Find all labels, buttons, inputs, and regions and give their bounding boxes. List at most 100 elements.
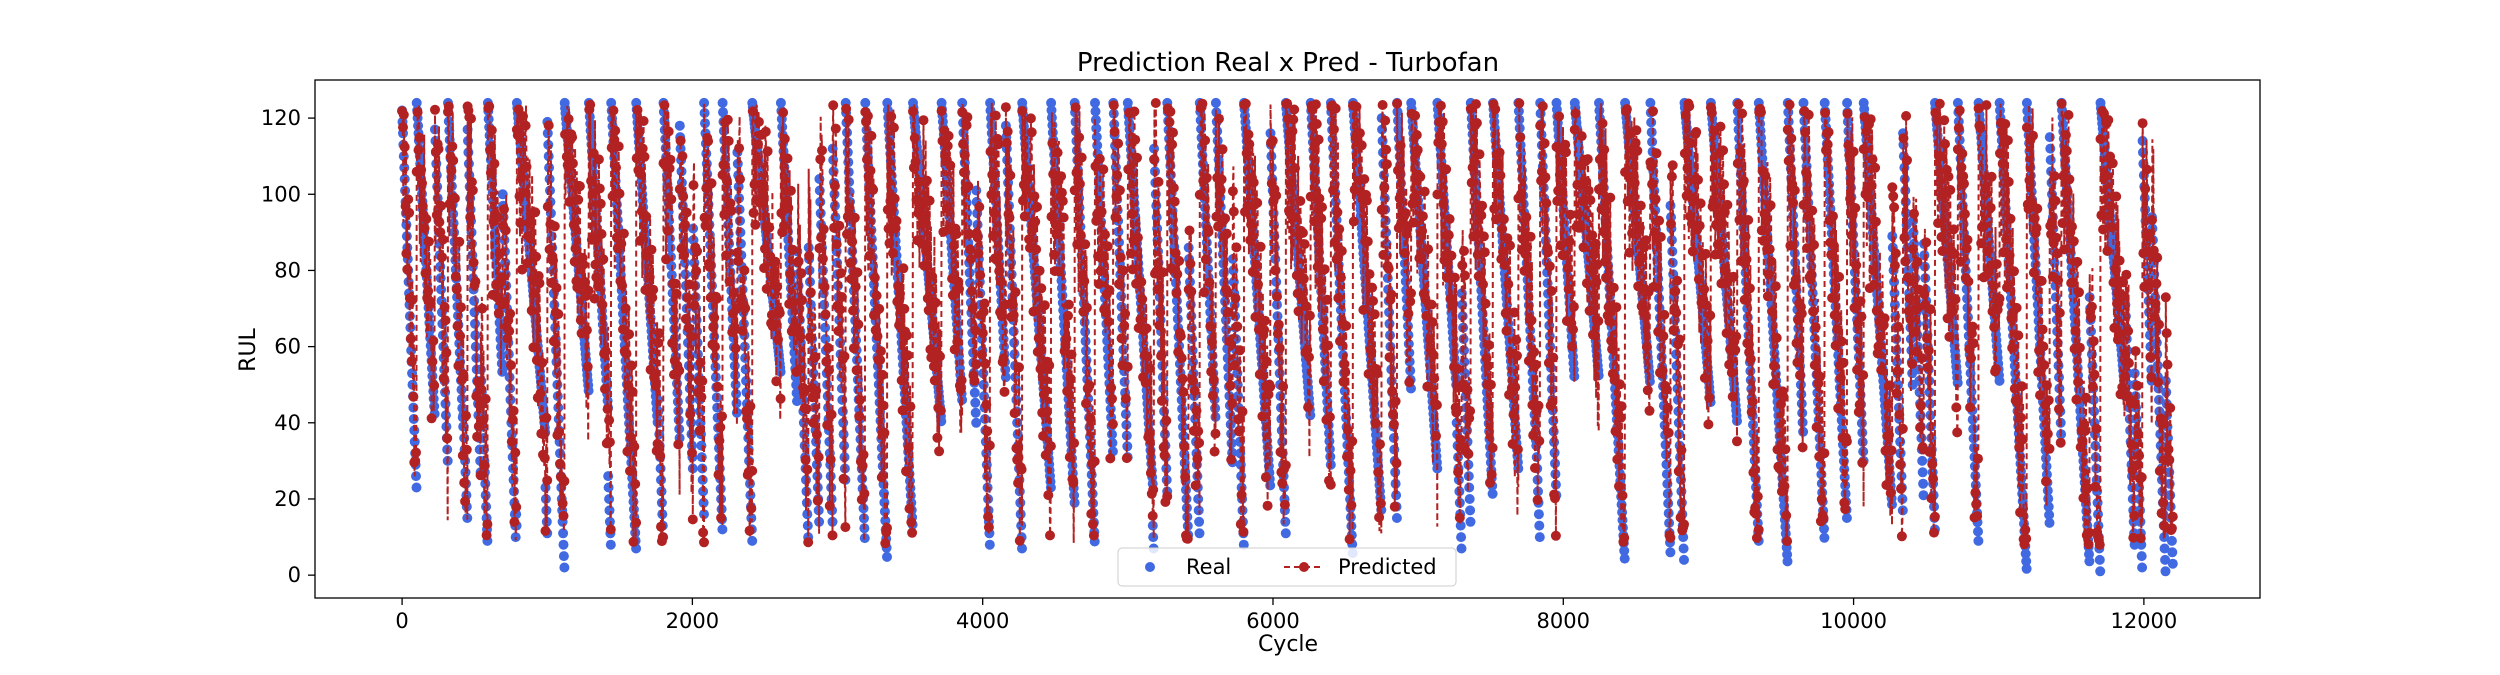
point-predicted (824, 365, 834, 376)
point-predicted (639, 151, 650, 162)
point-predicted (436, 200, 447, 211)
point-predicted (733, 256, 744, 267)
point-predicted (984, 440, 995, 451)
point-predicted (539, 453, 550, 463)
point-predicted (1043, 490, 1054, 501)
point-predicted (1071, 167, 1082, 178)
point-real (1280, 516, 1291, 527)
point-predicted (441, 347, 452, 358)
point-predicted (785, 269, 796, 280)
point-predicted (1019, 211, 1030, 222)
point-real (1092, 140, 1103, 151)
point-predicted (924, 195, 935, 206)
point-predicted (862, 111, 873, 121)
point-predicted (774, 308, 785, 318)
point-real (2167, 547, 2178, 558)
point-predicted (531, 251, 542, 262)
point-predicted (1109, 126, 1120, 137)
point-predicted (573, 194, 584, 205)
point-predicted (854, 411, 865, 422)
point-predicted (1142, 351, 1153, 362)
point-predicted (434, 217, 445, 228)
point-predicted (902, 350, 913, 361)
point-predicted (626, 360, 637, 371)
point-predicted (1069, 438, 1080, 449)
point-predicted (404, 207, 415, 218)
point-predicted (448, 155, 459, 166)
point-real (1464, 482, 1475, 493)
point-predicted (794, 364, 805, 375)
point-predicted (817, 145, 827, 156)
point-predicted (1141, 323, 1152, 334)
point-predicted (999, 386, 1010, 397)
point-predicted (716, 512, 727, 523)
point-predicted (874, 303, 885, 314)
point-predicted (1112, 170, 1123, 181)
point-predicted (708, 322, 719, 333)
point-real (559, 562, 570, 573)
point-predicted (1045, 530, 1055, 541)
point-predicted (687, 514, 698, 525)
point-predicted (1045, 441, 1056, 452)
point-predicted (699, 537, 709, 548)
point-predicted (918, 115, 929, 126)
point-predicted (681, 207, 692, 218)
point-predicted (595, 198, 606, 209)
point-predicted (1132, 232, 1143, 243)
point-real (1079, 317, 1090, 328)
point-predicted (654, 328, 665, 339)
point-real (1678, 543, 1689, 554)
point-predicted (859, 488, 870, 499)
point-predicted (1098, 164, 1109, 175)
point-predicted (848, 343, 859, 354)
point-predicted (711, 293, 722, 304)
point-predicted (661, 254, 672, 265)
point-predicted (1145, 363, 1155, 374)
point-predicted (977, 349, 987, 360)
point-predicted (835, 304, 846, 315)
point-real (2084, 556, 2095, 567)
point-predicted (853, 319, 864, 330)
point-predicted (993, 139, 1004, 150)
point-predicted (804, 250, 815, 261)
point-predicted (506, 360, 516, 371)
point-predicted (923, 305, 934, 316)
point-predicted (399, 142, 410, 152)
point-predicted (1106, 382, 1117, 393)
point-predicted (1097, 252, 1108, 263)
point-predicted (665, 154, 676, 165)
point-predicted (824, 500, 835, 511)
point-predicted (439, 302, 450, 312)
point-predicted (1018, 195, 1028, 206)
point-predicted (507, 414, 518, 425)
point-predicted (492, 212, 503, 223)
point-predicted (423, 286, 434, 296)
point-real (1665, 547, 1676, 558)
point-predicted (1031, 244, 1042, 255)
point-predicted (969, 375, 980, 386)
point-predicted (425, 298, 436, 309)
point-predicted (543, 120, 554, 131)
point-real (2136, 551, 2147, 562)
point-real (2137, 562, 2148, 573)
point-predicted (605, 524, 616, 535)
point-predicted (975, 270, 986, 281)
point-real (1090, 106, 1101, 117)
point-predicted (1114, 279, 1124, 289)
point-predicted (951, 229, 962, 240)
point-predicted (482, 519, 493, 530)
point-real (819, 299, 830, 310)
point-predicted (419, 223, 430, 234)
point-real (1967, 414, 1978, 425)
point-predicted (845, 258, 856, 269)
point-predicted (512, 130, 523, 141)
point-predicted (1104, 285, 1115, 296)
point-predicted (449, 193, 460, 204)
point-predicted (1001, 137, 1012, 148)
point-predicted (600, 346, 611, 357)
point-predicted (600, 384, 610, 394)
point-predicted (1024, 234, 1035, 245)
point-predicted (542, 201, 553, 212)
point-predicted (666, 194, 677, 205)
point-predicted (1016, 464, 1027, 475)
